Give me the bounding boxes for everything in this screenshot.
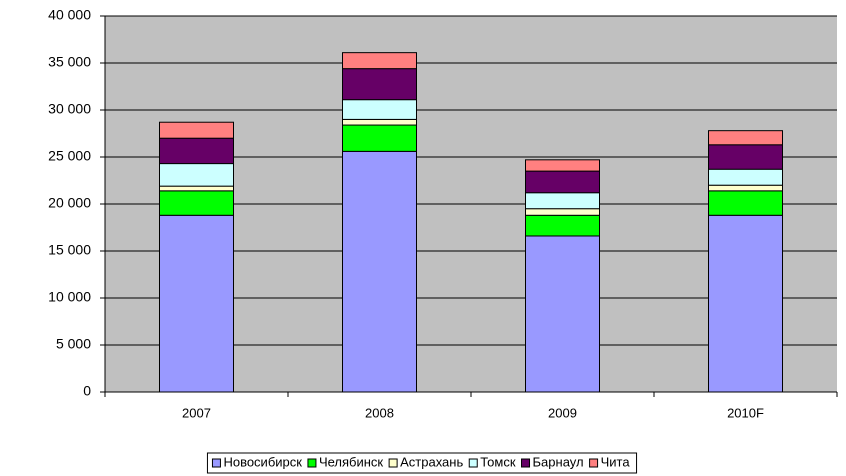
legend-box [206,452,638,474]
bar-segment [159,190,234,216]
legend: Новосибирск Челябинск Астрахань Томск Барнау… [206,452,638,474]
x-tick-label: 2010F [727,405,764,420]
legend-swatch [307,458,317,468]
bar-segment [159,185,234,192]
bar-segment [159,137,234,165]
y-tick-label: 10 000 [48,289,91,305]
bar-segment [159,121,234,139]
legend-label: Чита [601,454,631,469]
bar-segment [708,190,783,216]
bar-segment [342,52,417,70]
bar-segment [708,184,783,192]
bar-segment [525,192,600,210]
y-tick-label: 20 000 [48,195,91,211]
legend-label: Новосибирск [223,454,302,469]
bar-segment [708,214,783,393]
legend-label: Челябинск [319,454,383,469]
legend-swatch [589,458,599,468]
legend-swatch [388,458,398,468]
y-tick-label: 0 [83,383,91,399]
bar-segment [525,208,600,216]
y-tick-label: 35 000 [48,54,91,70]
bar-segment [525,214,600,237]
y-tick-label: 25 000 [48,148,91,164]
bar-segment [342,124,417,152]
x-tick-label: 2008 [365,405,394,420]
legend-label: Астрахань [400,454,463,469]
y-tick-label: 15 000 [48,242,91,258]
bar-segment [525,159,600,172]
y-tick-label: 30 000 [48,101,91,117]
y-tick-label: 40 000 [48,7,91,23]
bar-segment [708,130,783,146]
legend-label: Томск [480,454,516,469]
bar-segment [708,168,783,186]
bar-segment [525,235,600,393]
legend-swatch [211,458,221,468]
legend-swatch [468,458,478,468]
legend-swatch [521,458,531,468]
bar-segment [159,163,234,187]
bar-segment [525,170,600,194]
bar-segment [342,99,417,120]
x-tick-label: 2009 [548,405,577,420]
bar-segment [708,144,783,170]
legend-label: Барнаул [533,454,584,469]
bar-segment [342,118,417,126]
y-tick-label: 5 000 [56,336,91,352]
x-tick-label: 2007 [182,405,211,420]
bar-segment [159,214,234,393]
bar-segment [342,150,417,393]
bar-segment [342,68,417,101]
